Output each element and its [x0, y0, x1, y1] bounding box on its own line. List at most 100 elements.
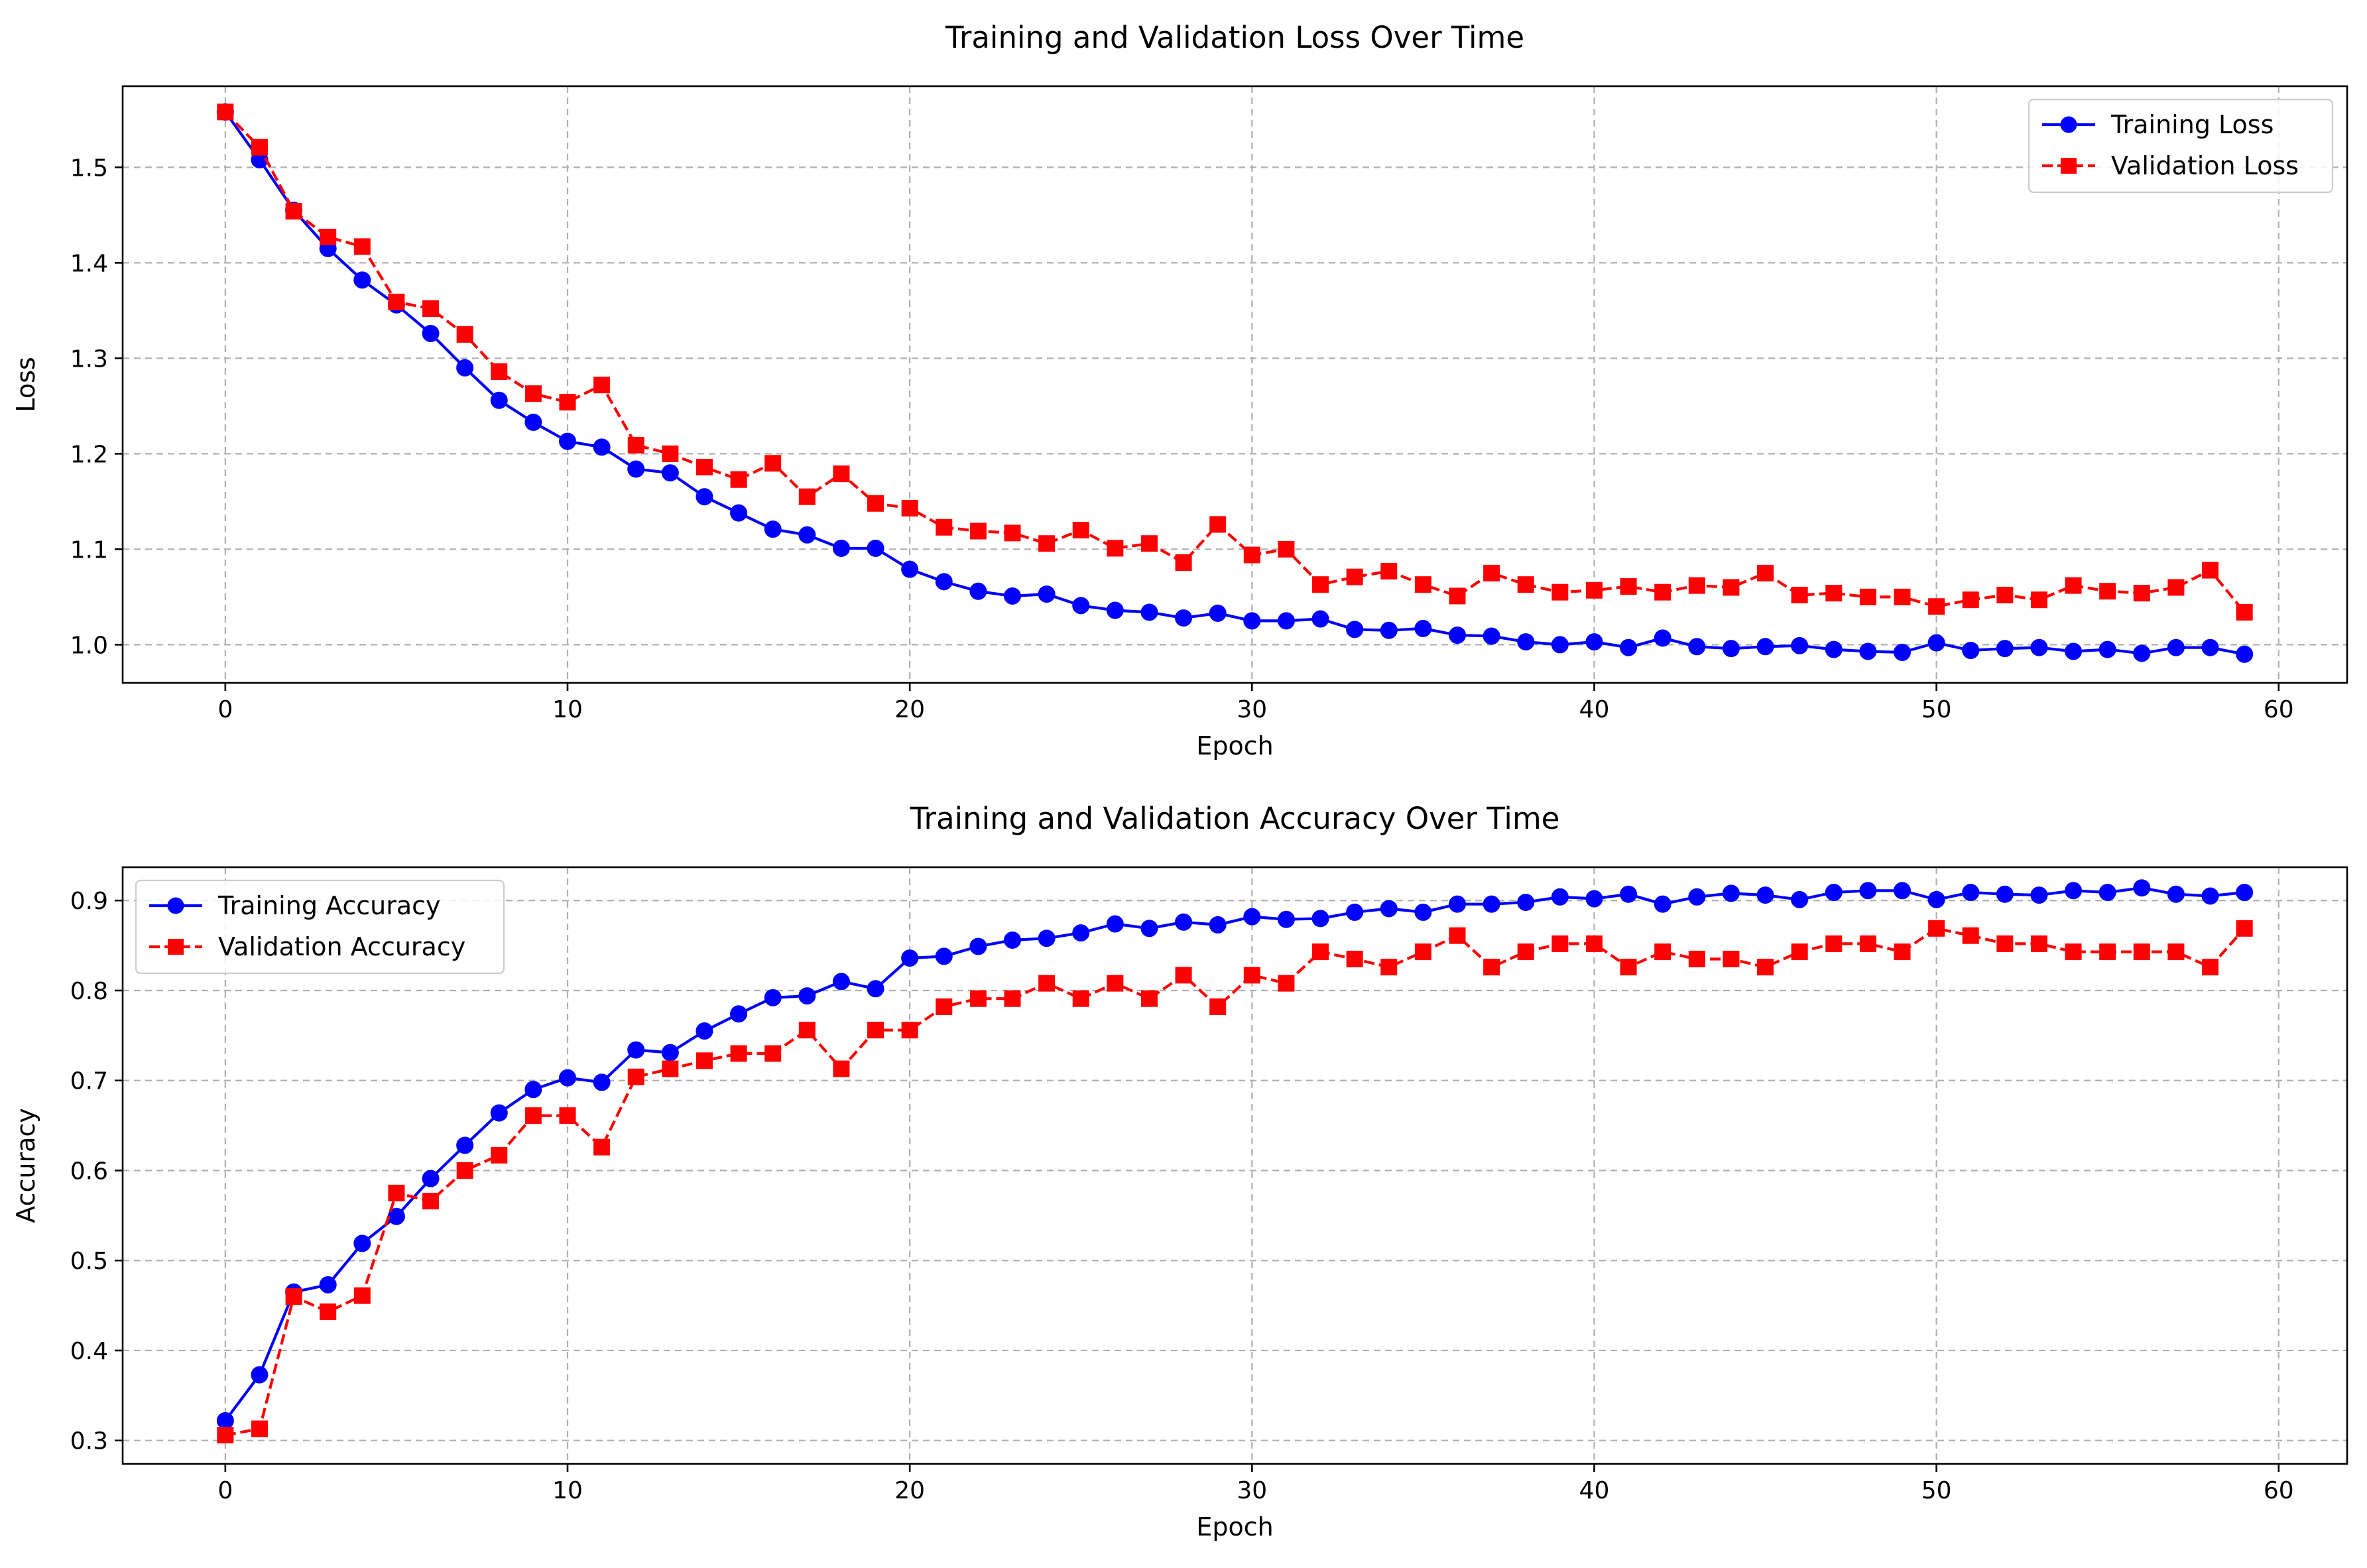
data-point	[798, 987, 816, 1005]
data-point	[1859, 642, 1877, 660]
data-point	[696, 1022, 713, 1040]
data-point	[1825, 585, 1843, 602]
legend-marker	[2061, 158, 2077, 174]
chart-loss: 0 10 20 30 40 50 60 1.0 1.1 1.2 1.3 1.4 1.5 Training …	[11, 20, 2348, 760]
data-point	[1791, 636, 1809, 654]
data-point	[422, 1170, 440, 1187]
data-point	[1517, 943, 1534, 961]
data-point	[1004, 524, 1021, 542]
data-point	[1175, 554, 1192, 572]
data-point	[1312, 943, 1329, 961]
data-point	[2030, 591, 2047, 609]
data-point	[1859, 588, 1876, 605]
data-point	[1004, 587, 1021, 605]
data-point	[1106, 915, 1124, 933]
data-point	[422, 1193, 440, 1210]
data-point	[217, 1427, 234, 1444]
data-point	[1791, 943, 1808, 961]
data-point	[1551, 888, 1569, 906]
data-point	[2030, 935, 2047, 952]
legend-label: Training Loss	[2110, 110, 2274, 139]
y-axis-label: Accuracy	[11, 1108, 40, 1223]
y-tick-label: 0.6	[70, 1158, 108, 1185]
data-point	[1688, 638, 1706, 656]
data-point	[1483, 564, 1500, 581]
x-tick-label: 40	[1579, 696, 1610, 723]
data-point	[1414, 576, 1431, 593]
data-point	[490, 391, 508, 409]
chart-title: Training and Validation Loss Over Time	[945, 20, 1524, 55]
x-tick-label: 0	[217, 696, 233, 723]
data-point	[1346, 903, 1364, 921]
data-point	[1072, 597, 1090, 615]
data-point	[1962, 591, 1979, 609]
data-point	[1140, 535, 1158, 552]
data-point	[662, 445, 679, 462]
data-point	[1756, 886, 1774, 904]
data-point	[1894, 643, 1911, 661]
data-point	[1585, 890, 1603, 908]
data-point	[1620, 885, 1638, 903]
data-point	[593, 1138, 611, 1156]
data-point	[1825, 935, 1843, 952]
data-point	[524, 1081, 542, 1099]
data-point	[559, 1107, 576, 1124]
data-point	[1106, 601, 1124, 619]
data-point	[1620, 638, 1638, 656]
y-tick-label: 1.5	[70, 154, 108, 182]
data-point	[1996, 587, 2014, 604]
series-training-loss	[216, 103, 2254, 663]
data-point	[1585, 581, 1603, 599]
chart-title: Training and Validation Accuracy Over Ti…	[910, 801, 1560, 836]
data-point	[353, 1287, 371, 1304]
data-point	[456, 359, 474, 377]
data-point	[696, 1052, 713, 1069]
y-tick-label: 1.3	[70, 345, 108, 373]
data-point	[2167, 579, 2185, 596]
data-point	[2030, 638, 2048, 656]
data-point	[969, 582, 987, 600]
data-point	[901, 949, 919, 967]
data-point	[661, 1044, 679, 1061]
data-point	[2236, 603, 2253, 621]
data-point	[524, 385, 542, 402]
data-point	[559, 1069, 576, 1087]
data-point	[2099, 943, 2116, 961]
data-point	[1072, 522, 1089, 539]
data-point	[1756, 638, 1774, 656]
data-point	[936, 518, 953, 536]
x-tick-label: 40	[1579, 1477, 1610, 1504]
data-point	[217, 103, 234, 121]
data-point	[353, 1235, 371, 1252]
data-point	[1038, 535, 1056, 552]
data-point	[1449, 627, 1466, 644]
data-point	[935, 947, 953, 965]
data-point	[524, 1107, 542, 1124]
data-point	[661, 464, 679, 482]
data-point	[1209, 916, 1227, 934]
data-point	[1757, 959, 1774, 976]
y-tick-label: 0.5	[70, 1248, 108, 1275]
data-point	[2202, 959, 2219, 976]
data-point	[1278, 540, 1295, 558]
x-tick-label: 50	[1921, 696, 1952, 723]
series-line	[225, 927, 2246, 1437]
data-point	[1928, 598, 1945, 615]
data-point	[2201, 638, 2219, 656]
data-point	[1928, 920, 1945, 937]
data-point	[1962, 927, 1979, 944]
series-training-accuracy	[216, 879, 2254, 1429]
data-point	[1312, 576, 1329, 593]
data-point	[216, 1412, 234, 1429]
data-point	[1723, 579, 1740, 596]
legend-marker	[167, 897, 184, 914]
x-tick-label: 0	[217, 1477, 233, 1504]
x-tick-label: 30	[1237, 696, 1267, 723]
data-point	[1517, 633, 1535, 651]
data-point	[456, 1162, 473, 1179]
data-point	[1996, 885, 2014, 903]
data-point	[1688, 577, 1705, 594]
data-point	[2167, 638, 2185, 656]
data-point	[2065, 577, 2082, 594]
y-tick-label: 0.9	[70, 888, 108, 915]
